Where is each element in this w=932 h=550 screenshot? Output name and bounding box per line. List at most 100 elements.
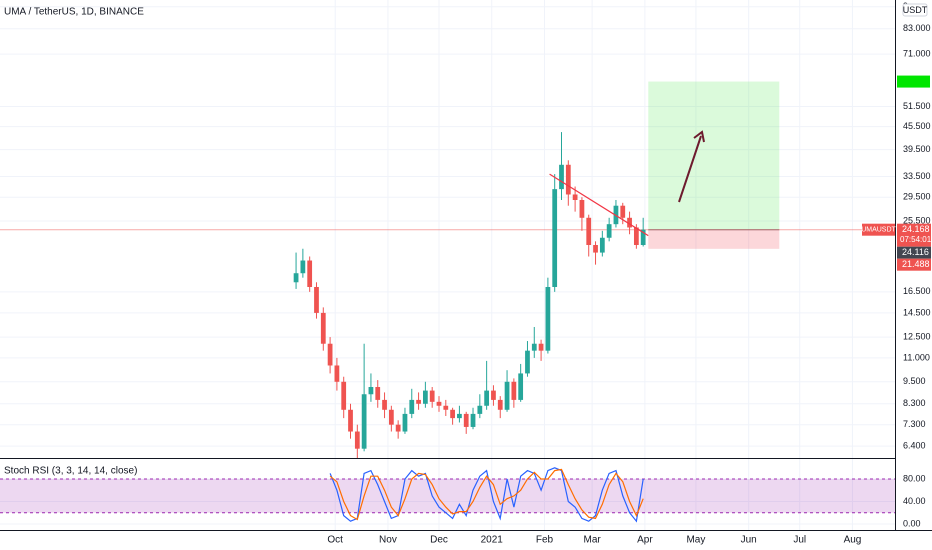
candle-body (491, 390, 496, 400)
candle-body (572, 194, 578, 200)
price-label: 21.488 (902, 259, 930, 269)
y-tick-label: 51.500 (903, 101, 931, 111)
position-target (648, 81, 780, 230)
symbol-label: UMAUSDT (861, 227, 896, 234)
candle-body (525, 350, 530, 374)
indicator-line (329, 467, 644, 523)
x-tick-label: May (686, 535, 705, 546)
candle-body (640, 229, 646, 245)
x-tick-label: Nov (379, 535, 397, 546)
candle-body (361, 394, 367, 449)
candle-body (293, 273, 299, 283)
candle-body (559, 164, 564, 190)
candle-body (620, 205, 626, 218)
candle-body (606, 224, 612, 238)
candle-body (327, 343, 333, 366)
last-price-box (897, 223, 931, 247)
y-tick-label: 71.000 (903, 49, 931, 59)
y-tick-label: 25.500 (903, 215, 931, 225)
candle-body (518, 373, 524, 400)
chart-title: UMA / TetherUS, 1D, BINANCE (4, 7, 144, 18)
y-tick-label: 14.500 (903, 307, 931, 317)
y-tick-label: 33.500 (903, 171, 931, 181)
y-tick-label: 29.500 (903, 192, 931, 202)
candle-body (368, 387, 374, 395)
arrow-head (693, 130, 705, 143)
candle-body (463, 413, 469, 427)
arrow (678, 135, 702, 203)
unit-box[interactable] (902, 3, 928, 17)
y-tick-label: 39.500 (903, 144, 931, 154)
candle-body (320, 312, 326, 344)
candle-body (545, 286, 551, 351)
candle-body (457, 413, 462, 419)
y-tick-label: 83.000 (903, 23, 931, 33)
candle-body (531, 343, 537, 351)
price-label-box (897, 258, 931, 271)
labels: Oct Nov Dec 2021 Feb Mar Apr May Jun Jul Aug 6.400 7… (327, 1, 931, 546)
x-tick-label: Dec (430, 535, 448, 546)
indicator-line (329, 468, 644, 521)
candle-body (538, 343, 544, 351)
candle-body (599, 237, 605, 253)
x-tick-label: 2021 (481, 535, 504, 546)
candle-body (586, 217, 592, 245)
y-tick-label: 40.00 (903, 496, 926, 506)
target-label (897, 75, 930, 88)
position-stop (648, 229, 780, 249)
candle-body (314, 286, 319, 313)
x-tick-label: Jul (793, 535, 806, 546)
candle-body (477, 405, 483, 414)
candle-body (382, 399, 387, 410)
candle-body (627, 217, 632, 228)
candle-body (402, 413, 408, 432)
candle-body (348, 409, 353, 432)
candle-body (307, 260, 313, 287)
candle-body (504, 381, 510, 410)
y-tick-label: 6.400 (903, 440, 926, 450)
x-tick-label: Aug (844, 535, 862, 546)
candle-body (334, 365, 340, 382)
grid (0, 0, 895, 530)
y-tick-label: 11.000 (903, 352, 930, 362)
x-tick-label: Jun (741, 535, 757, 546)
candle-body (395, 424, 401, 432)
axis-unit: USDT (903, 5, 928, 15)
y-tick-label: 8.300 (903, 398, 926, 408)
countdown-label: 07:54:01 (900, 235, 932, 244)
candle-body (484, 390, 490, 406)
y-tick-label: 16.500 (903, 286, 931, 296)
candle-body (388, 409, 394, 425)
price-label-box (897, 246, 931, 259)
indicator-name: Stoch RSI (3, 3, 14, 14, close) (4, 466, 137, 477)
last-price-label: 24.168 (902, 224, 930, 234)
y-tick-label: 80.00 (903, 473, 926, 483)
trendline (549, 173, 649, 237)
x-tick-label: Apr (637, 535, 653, 546)
candle-body (429, 390, 435, 402)
candle-body (375, 387, 381, 400)
candle-body (416, 399, 421, 404)
candle-body (450, 409, 455, 419)
candle-body (341, 381, 347, 410)
candle-body (579, 199, 585, 218)
candle-body (354, 431, 360, 449)
candle-body (443, 405, 449, 410)
candle-body (511, 381, 517, 400)
y-tick-label: 45.500 (903, 121, 931, 131)
candle-body (470, 413, 476, 427)
y-tick-label: 0.00 (903, 518, 921, 528)
x-tick-label: Mar (584, 535, 602, 546)
y-tick-label: 12.500 (903, 331, 931, 341)
candle-body (436, 401, 442, 406)
candle-body (633, 227, 639, 245)
candle-body (409, 399, 415, 414)
candle-body (422, 390, 428, 404)
price-label: 24.116 (902, 247, 929, 257)
candle-body (300, 260, 306, 274)
candle-body (565, 164, 571, 195)
marks (0, 75, 930, 523)
x-tick-label: Oct (327, 535, 343, 546)
